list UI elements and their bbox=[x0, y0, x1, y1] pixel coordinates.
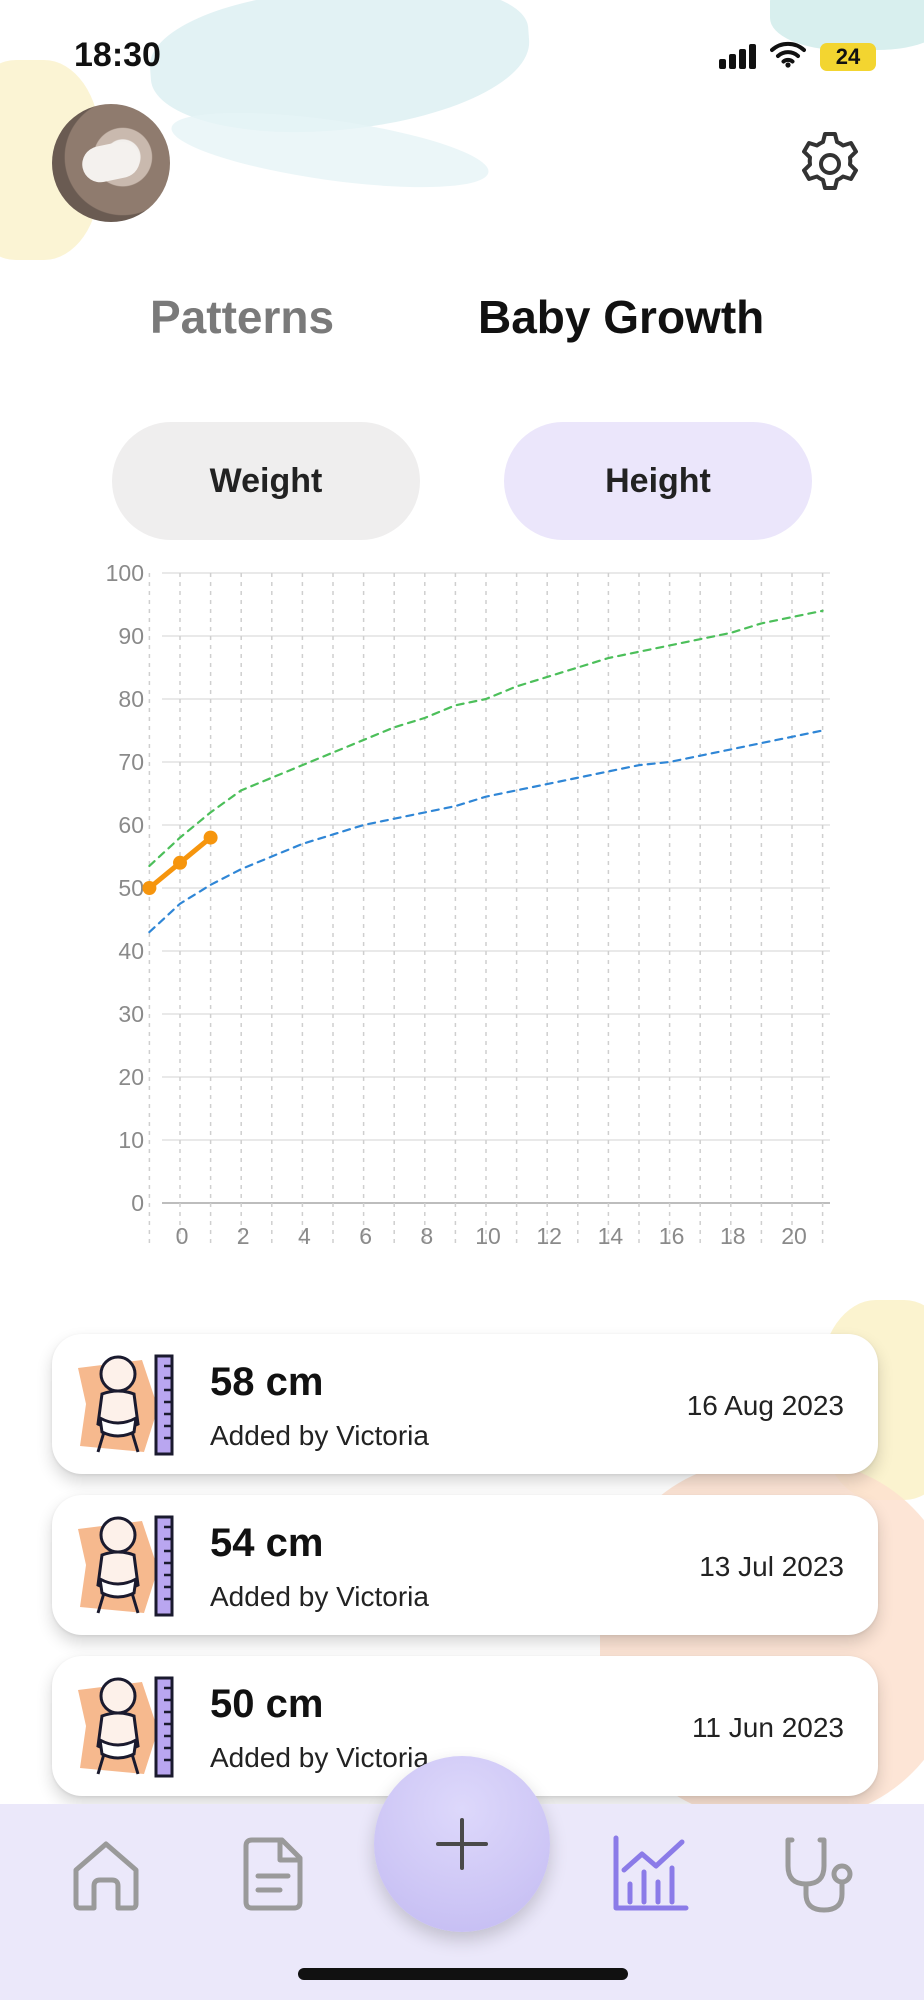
y-tick-label: 50 bbox=[118, 875, 144, 901]
measurement-card[interactable]: 58 cm Added by Victoria 16 Aug 2023 bbox=[52, 1334, 878, 1474]
y-tick-label: 80 bbox=[118, 686, 144, 712]
status-time: 18:30 bbox=[74, 36, 161, 74]
measurement-date: 11 Jun 2023 bbox=[691, 1712, 844, 1743]
settings-button[interactable] bbox=[792, 126, 868, 202]
measurement-value: 54 cm bbox=[210, 1521, 324, 1565]
x-tick-label: 8 bbox=[420, 1223, 433, 1249]
weight-toggle-label: Weight bbox=[209, 461, 323, 500]
add-measurement-button[interactable] bbox=[374, 1756, 550, 1932]
battery-icon: 24 bbox=[820, 42, 876, 71]
measurement-value: 58 cm bbox=[210, 1360, 324, 1404]
status-icons: 24 bbox=[719, 40, 876, 73]
reference-curve-0 bbox=[148, 609, 824, 868]
nav-home[interactable] bbox=[58, 1826, 154, 1922]
y-tick-label: 0 bbox=[131, 1190, 144, 1216]
y-tick-label: 40 bbox=[118, 938, 144, 964]
data-point bbox=[203, 830, 218, 845]
x-tick-label: 0 bbox=[176, 1223, 189, 1249]
y-tick-label: 10 bbox=[118, 1127, 144, 1153]
y-tick-label: 20 bbox=[118, 1064, 144, 1090]
height-growth-chart: 0 10 20 30 40 50 60 70 80 90 100 0 2 4 6 8 10 12 14 16 18 20 bbox=[106, 560, 830, 1249]
x-tick-label: 16 bbox=[659, 1223, 685, 1249]
data-point bbox=[142, 881, 157, 895]
home-indicator bbox=[298, 1968, 628, 1980]
baby-height-icon bbox=[78, 1676, 174, 1778]
plus-icon bbox=[436, 1818, 488, 1870]
nav-documents[interactable] bbox=[226, 1826, 322, 1922]
x-tick-label: 12 bbox=[536, 1223, 562, 1249]
height-toggle-button[interactable]: Height bbox=[504, 422, 812, 540]
background-splash bbox=[167, 98, 493, 202]
nav-growth-chart[interactable] bbox=[602, 1826, 698, 1922]
gear-icon bbox=[802, 132, 858, 190]
tab-patterns[interactable]: Patterns bbox=[150, 291, 335, 343]
data-point bbox=[173, 855, 187, 870]
reference-curve-1 bbox=[148, 729, 824, 934]
chart-series bbox=[142, 609, 824, 934]
stethoscope-icon bbox=[785, 1837, 853, 1913]
x-tick-label: 14 bbox=[598, 1223, 624, 1249]
home-icon bbox=[73, 1841, 139, 1911]
x-tick-label: 6 bbox=[359, 1223, 372, 1249]
baby-height-icon bbox=[78, 1354, 174, 1456]
measurement-card[interactable]: 54 cm Added by Victoria 13 Jul 2023 bbox=[52, 1495, 878, 1635]
measurement-author: Added by Victoria bbox=[210, 1420, 429, 1451]
x-tick-label: 4 bbox=[298, 1223, 311, 1249]
measurement-value: 50 cm bbox=[210, 1682, 324, 1726]
height-toggle-label: Height bbox=[605, 461, 711, 500]
nav-health[interactable] bbox=[772, 1826, 868, 1922]
document-icon bbox=[243, 1837, 303, 1911]
avatar[interactable] bbox=[52, 104, 170, 222]
x-tick-label: 18 bbox=[720, 1223, 746, 1249]
signal-icon bbox=[719, 44, 756, 69]
measurement-author: Added by Victoria bbox=[210, 1581, 429, 1612]
baby-height-icon bbox=[78, 1515, 174, 1617]
measurement-date: 13 Jul 2023 bbox=[699, 1551, 844, 1582]
measurement-author: Added by Victoria bbox=[210, 1742, 429, 1773]
weight-toggle-button[interactable]: Weight bbox=[112, 422, 420, 540]
status-bar: 18:30 24 bbox=[0, 0, 924, 110]
chart-axes: 0 10 20 30 40 50 60 70 80 90 100 0 2 4 6 8 10 12 14 16 18 20 bbox=[106, 560, 807, 1249]
y-tick-label: 30 bbox=[118, 1001, 144, 1027]
chart-grid bbox=[148, 572, 830, 1248]
measurement-date: 16 Aug 2023 bbox=[686, 1390, 844, 1421]
x-tick-label: 10 bbox=[475, 1223, 501, 1249]
wifi-icon bbox=[770, 40, 806, 73]
x-tick-label: 20 bbox=[781, 1223, 807, 1249]
y-tick-label: 60 bbox=[118, 812, 144, 838]
y-tick-label: 70 bbox=[118, 749, 144, 775]
y-tick-label: 90 bbox=[118, 623, 144, 649]
y-tick-label: 100 bbox=[106, 560, 144, 586]
chart-icon bbox=[613, 1835, 689, 1911]
x-tick-label: 2 bbox=[237, 1223, 250, 1249]
tab-baby-growth[interactable]: Baby Growth bbox=[478, 291, 765, 343]
